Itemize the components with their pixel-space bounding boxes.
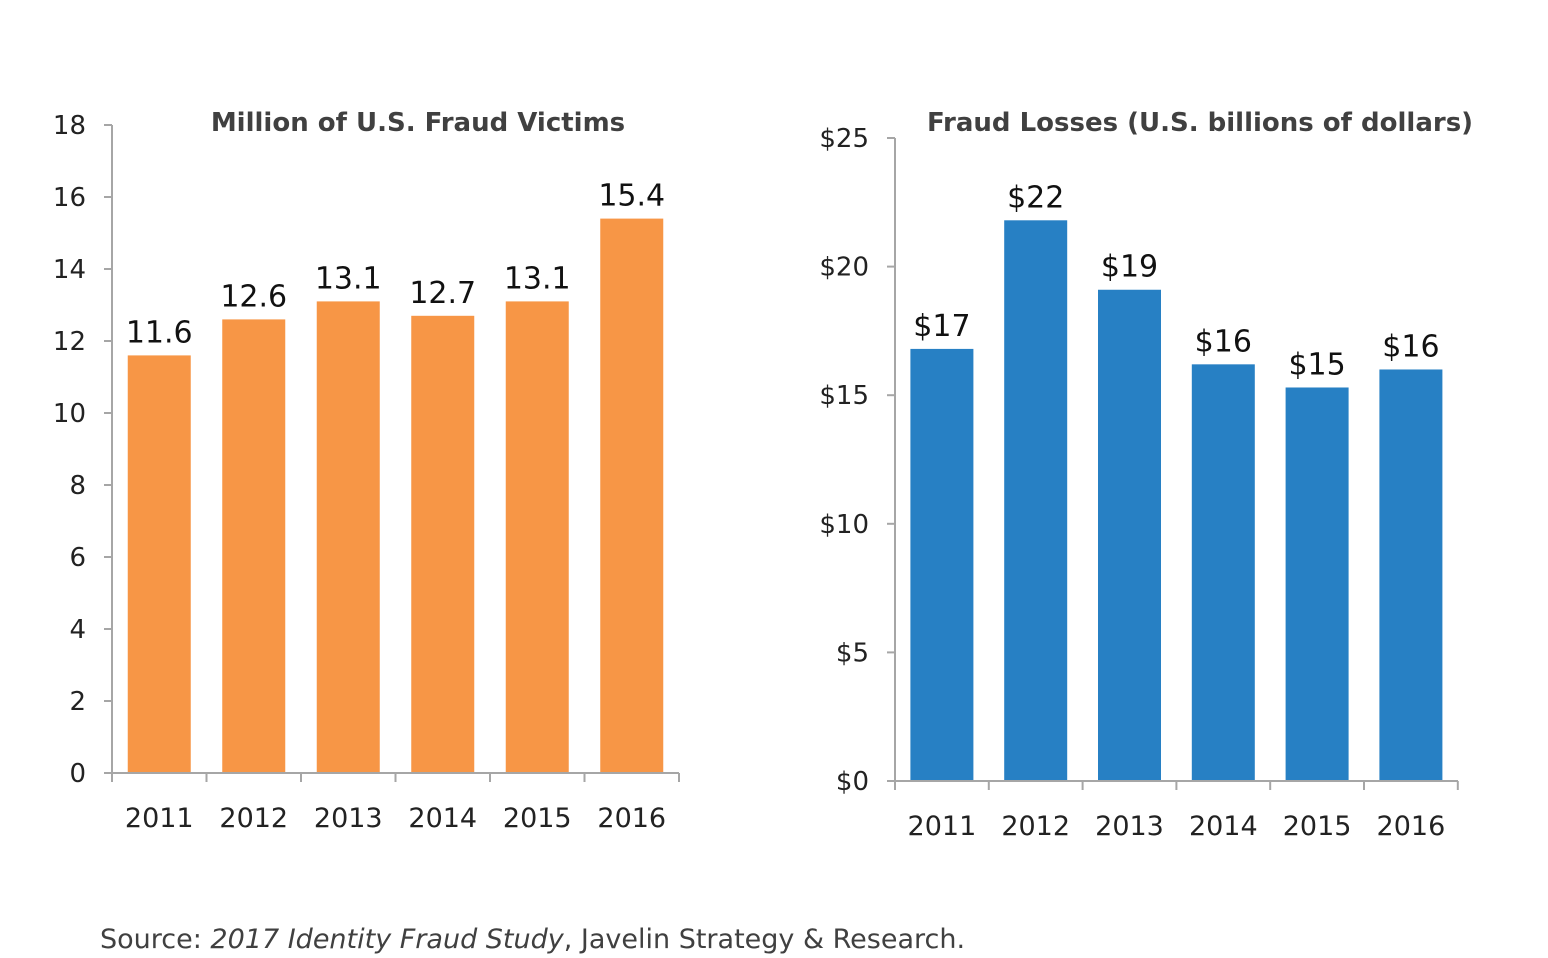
y-tick-label: $15 [819, 381, 869, 411]
data-label-2015: 13.1 [504, 261, 571, 296]
bar-2015 [505, 301, 569, 773]
x-tick-label-2012: 2012 [1001, 811, 1070, 842]
y-tick-label: 16 [53, 183, 86, 213]
bar-2014 [411, 315, 475, 773]
y-tick-label: 12 [53, 327, 86, 357]
data-label-2014: 12.7 [409, 276, 476, 311]
chart-1-title: Million of U.S. Fraud Victims [211, 108, 625, 138]
chart-1: Million of U.S. Fraud Victims 0 2 4 6 8 10 12 14… [53, 108, 680, 834]
y-tick-label: 4 [69, 615, 86, 645]
data-label-2012: $22 [1007, 180, 1064, 215]
data-label-2016: 15.4 [598, 179, 665, 214]
x-tick-label-2012: 2012 [219, 803, 288, 834]
data-label-2016: $16 [1382, 329, 1439, 364]
x-tick-label-2015: 2015 [503, 803, 572, 834]
data-label-2011: 11.6 [126, 315, 193, 350]
bar-2013 [316, 301, 380, 773]
chart-2: Fraud Losses (U.S. billions of dollars) $… [819, 108, 1473, 842]
source-prefix: Source: [100, 924, 211, 955]
y-tick-label: 0 [69, 759, 86, 789]
x-tick-label-2016: 2016 [1377, 811, 1446, 842]
x-tick-label-2011: 2011 [908, 811, 977, 842]
y-tick-label: $0 [836, 767, 869, 797]
x-tick-label-2014: 2014 [408, 803, 477, 834]
bar-2011 [910, 348, 974, 781]
x-tick-label-2014: 2014 [1189, 811, 1258, 842]
x-tick-label-2013: 2013 [1095, 811, 1164, 842]
source-note: Source: 2017 Identity Fraud Study, Javel… [100, 924, 965, 955]
data-label-2014: $16 [1195, 324, 1252, 359]
y-tick-label: 6 [69, 543, 86, 573]
data-label-2013: $19 [1101, 250, 1158, 285]
data-label-2015: $15 [1288, 347, 1345, 382]
source-study: 2017 Identity Fraud Study [210, 924, 564, 955]
source-suffix: , Javelin Strategy & Research. [563, 924, 966, 955]
bar-2011 [127, 355, 191, 773]
y-tick-label: 10 [53, 399, 86, 429]
x-tick-label-2015: 2015 [1283, 811, 1352, 842]
bar-2012 [1004, 220, 1068, 781]
y-tick-label: $20 [819, 253, 869, 283]
x-tick-label-2013: 2013 [314, 803, 383, 834]
y-tick-label: 14 [53, 255, 86, 285]
y-tick-label: 8 [69, 471, 86, 501]
x-tick-label-2011: 2011 [125, 803, 194, 834]
y-tick-label: $25 [819, 124, 869, 154]
bar-2014 [1191, 364, 1255, 781]
y-tick-label: 18 [53, 111, 86, 141]
bar-2012 [222, 319, 286, 773]
bar-2016 [1379, 369, 1443, 781]
bar-2015 [1285, 387, 1349, 781]
x-tick-label-2016: 2016 [597, 803, 666, 834]
y-tick-label: 2 [69, 687, 86, 717]
chart-2-title: Fraud Losses (U.S. billions of dollars) [927, 108, 1473, 138]
bar-2016 [600, 218, 664, 774]
data-label-2012: 12.6 [220, 279, 287, 314]
y-tick-label: $5 [836, 638, 869, 668]
y-tick-label: $10 [819, 510, 869, 540]
bar-2013 [1098, 289, 1161, 781]
data-label-2011: $17 [913, 309, 970, 344]
data-label-2013: 13.1 [315, 261, 382, 296]
